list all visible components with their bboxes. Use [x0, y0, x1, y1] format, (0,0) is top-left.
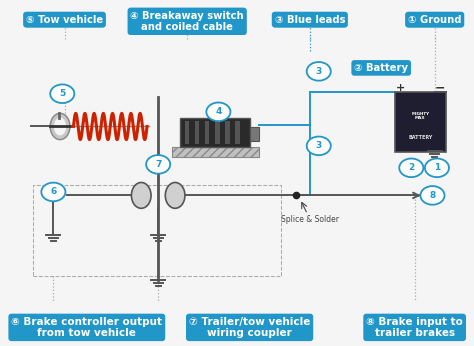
- Text: 1 Ground: 1 Ground: [409, 15, 461, 25]
- Text: 4 Breakaway switch
and coiled cable: 4 Breakaway switch and coiled cable: [131, 11, 243, 32]
- Text: ④ Breakaway switch
and coiled cable: ④ Breakaway switch and coiled cable: [130, 11, 244, 32]
- Text: 3: 3: [316, 67, 322, 76]
- FancyBboxPatch shape: [185, 121, 190, 144]
- FancyBboxPatch shape: [235, 121, 239, 144]
- Text: ① Ground: ① Ground: [408, 15, 462, 25]
- Text: 4: 4: [215, 107, 221, 116]
- Text: ⑤ Tow vehicle: ⑤ Tow vehicle: [26, 15, 103, 25]
- Text: Splice & Solder: Splice & Solder: [281, 215, 339, 224]
- Text: ⑥ Brake controller output
from tow vehicle: ⑥ Brake controller output from tow vehic…: [11, 317, 162, 338]
- Text: 8: 8: [429, 191, 436, 200]
- FancyBboxPatch shape: [195, 121, 200, 144]
- Text: ⑧ Brake input to
trailer brakes: ⑧ Brake input to trailer brakes: [366, 317, 463, 338]
- Circle shape: [399, 158, 423, 177]
- FancyBboxPatch shape: [394, 92, 446, 152]
- Text: ② Battery: ② Battery: [354, 63, 408, 73]
- Polygon shape: [55, 118, 65, 135]
- Text: ③ Blue leads: ③ Blue leads: [274, 15, 345, 25]
- Text: 2: 2: [408, 163, 414, 172]
- Circle shape: [146, 155, 170, 174]
- Ellipse shape: [131, 182, 151, 208]
- FancyBboxPatch shape: [225, 121, 229, 144]
- Circle shape: [50, 84, 74, 103]
- Text: +: +: [396, 83, 405, 93]
- Text: −: −: [435, 81, 445, 94]
- Text: BATTERY: BATTERY: [408, 135, 432, 140]
- Polygon shape: [50, 113, 70, 139]
- Text: 5 Tow vehicle: 5 Tow vehicle: [27, 15, 102, 25]
- Circle shape: [307, 62, 331, 81]
- FancyBboxPatch shape: [172, 147, 258, 157]
- Text: 3: 3: [316, 142, 322, 151]
- Circle shape: [206, 102, 230, 121]
- Circle shape: [420, 186, 445, 205]
- Circle shape: [41, 183, 65, 201]
- FancyBboxPatch shape: [250, 127, 259, 141]
- Text: 7: 7: [155, 160, 161, 169]
- Text: 3 Blue leads: 3 Blue leads: [275, 15, 344, 25]
- FancyBboxPatch shape: [181, 118, 250, 147]
- Text: ⑦ Trailer/tow vehicle
wiring coupler: ⑦ Trailer/tow vehicle wiring coupler: [189, 317, 310, 338]
- Ellipse shape: [165, 182, 185, 208]
- Text: 5: 5: [59, 89, 65, 98]
- Text: 1: 1: [434, 163, 440, 172]
- Circle shape: [307, 137, 331, 155]
- FancyBboxPatch shape: [205, 121, 210, 144]
- Text: MIGHTY
MAX: MIGHTY MAX: [411, 112, 429, 120]
- Text: 6: 6: [50, 188, 56, 197]
- FancyBboxPatch shape: [215, 121, 219, 144]
- Circle shape: [425, 158, 449, 177]
